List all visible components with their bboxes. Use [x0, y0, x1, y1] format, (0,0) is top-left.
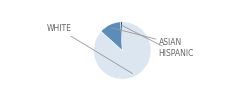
Text: ASIAN: ASIAN — [111, 28, 182, 47]
Wedge shape — [101, 22, 122, 50]
Text: WHITE: WHITE — [46, 24, 132, 74]
Text: HISPANIC: HISPANIC — [122, 25, 194, 58]
Wedge shape — [121, 22, 122, 50]
Wedge shape — [94, 22, 151, 79]
